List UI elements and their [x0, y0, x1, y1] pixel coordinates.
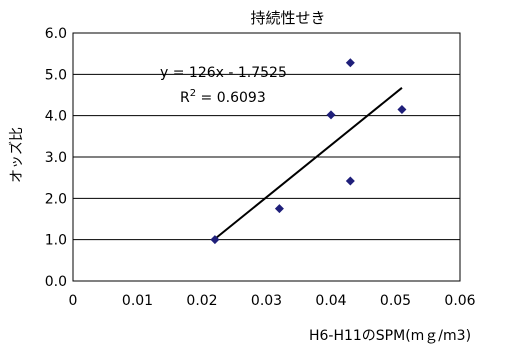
r-squared-value: = 0.6093 — [196, 90, 266, 106]
x-tick-label: 0.04 — [315, 293, 346, 309]
data-point — [326, 110, 336, 120]
x-tick-label: 0.03 — [251, 293, 282, 309]
data-point — [397, 104, 407, 114]
trendline — [214, 87, 403, 240]
x-tick-label: 0 — [69, 293, 78, 309]
data-point — [345, 176, 355, 186]
trendline-equation: y = 126x - 1.7525 — [160, 65, 287, 81]
r-squared-label: R2 = 0.6093 — [180, 88, 266, 106]
x-tick-label: 0.02 — [186, 293, 217, 309]
chart-title: 持続性せき — [250, 9, 325, 27]
x-tick-labels: 0 0.01 0.02 0.03 0.04 0.05 0.06 — [69, 293, 476, 309]
data-point — [274, 204, 284, 214]
r-squared-exponent: 2 — [190, 88, 196, 99]
y-tick-label: 5.0 — [45, 67, 67, 83]
x-tick-label: 0.05 — [380, 293, 411, 309]
y-tick-label: 3.0 — [45, 150, 67, 166]
y-tick-label: 2.0 — [45, 191, 67, 207]
y-tick-label: 0.0 — [45, 274, 67, 290]
x-tick-label: 0.01 — [122, 293, 153, 309]
y-axis-title: オッズ比 — [9, 127, 25, 183]
data-points — [210, 58, 407, 245]
y-tick-labels: 0.0 1.0 2.0 3.0 4.0 5.0 6.0 — [45, 26, 67, 290]
x-axis-title: H6-H11のSPM(mｇ/m3) — [309, 328, 471, 344]
r-squared-prefix: R — [180, 90, 190, 106]
y-tick-label: 6.0 — [45, 26, 67, 42]
data-point — [210, 235, 220, 245]
y-tick-label: 4.0 — [45, 109, 67, 125]
plot-frame — [72, 32, 461, 282]
x-tick-label: 0.06 — [444, 293, 475, 309]
data-point — [345, 58, 355, 68]
y-tick-label: 1.0 — [45, 233, 67, 249]
